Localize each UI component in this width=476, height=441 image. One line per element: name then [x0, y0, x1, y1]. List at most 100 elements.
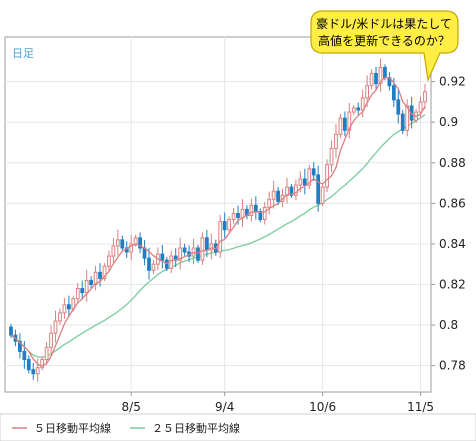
candle-down: [204, 237, 209, 251]
candle-up: [133, 237, 138, 245]
legend-label-ma5: ５日移動平均線: [34, 421, 111, 435]
candle-down: [302, 178, 307, 186]
candle-up: [240, 208, 245, 219]
candle-up: [338, 117, 343, 135]
x-tick-label: 11/5: [407, 400, 434, 414]
candle-down: [22, 350, 27, 361]
gridlines: [5, 37, 431, 392]
candle-up: [115, 239, 120, 247]
candle-up: [169, 255, 174, 269]
y-tick-label: 0.84: [439, 237, 466, 251]
x-tick-label: 8/5: [122, 400, 141, 414]
callout-balloon: 豪ドル/米ドルは果たして 高値を更新できるのか？: [310, 10, 459, 83]
candle-up: [209, 243, 214, 251]
candle-up: [49, 332, 53, 348]
candle-up: [227, 219, 232, 231]
candle-down: [316, 174, 321, 204]
legend-label-ma25: ２５日移動平均線: [152, 421, 240, 435]
candle-up: [62, 304, 67, 314]
candle-down: [196, 247, 200, 261]
candle-down: [18, 340, 22, 352]
candle-down: [160, 253, 165, 261]
y-tick-label: 0.92: [439, 75, 466, 89]
callout-line-1: 豪ドル/米ドルは果たして: [316, 16, 452, 31]
candle-up: [423, 91, 427, 103]
y-tick-label: 0.9: [439, 115, 458, 129]
candle-up: [40, 359, 45, 369]
candle-down: [98, 271, 102, 279]
callout-shape: [310, 10, 459, 83]
candle-down: [311, 168, 316, 176]
candle-down: [120, 239, 125, 249]
candle-down: [289, 186, 294, 196]
y-tick-label: 0.8: [439, 318, 458, 332]
candle-down: [31, 369, 36, 375]
candle-up: [298, 178, 303, 186]
callout-line-2: 高値を更新できるのか？: [318, 33, 450, 48]
candle-up: [405, 105, 410, 131]
x-tick-label: 9/4: [215, 400, 234, 414]
plot-area: [4, 36, 432, 393]
candle-up: [111, 245, 116, 257]
candle-up: [329, 148, 334, 166]
ma5-series: [10, 76, 426, 367]
candle-up: [35, 367, 40, 375]
candle-up: [129, 243, 134, 253]
y-tick-label: 0.86: [439, 196, 466, 210]
candle-up: [231, 212, 236, 221]
candle-up: [271, 190, 276, 200]
x-axis-ticks: 8/5 9/4 10/6 11/5: [122, 392, 434, 414]
candle-down: [276, 190, 280, 202]
candle-up: [102, 265, 107, 279]
candle-up: [218, 221, 223, 253]
candle-down: [26, 359, 31, 371]
candle-up: [418, 101, 423, 113]
candle-down: [164, 259, 169, 269]
candle-up: [191, 247, 196, 257]
legend-box: [0, 413, 476, 441]
ma25-series: [10, 114, 426, 358]
ma25-line: [10, 114, 426, 358]
candle-up: [351, 107, 356, 113]
candle-down: [253, 204, 258, 212]
candle-down: [222, 221, 227, 231]
candle-down: [396, 99, 401, 115]
candle-down: [383, 66, 387, 79]
period-label: 日足: [12, 47, 34, 60]
y-tick-label: 0.82: [439, 277, 466, 291]
candle-down: [391, 85, 396, 101]
candle-up: [378, 66, 383, 85]
candle-up: [369, 73, 374, 87]
candle-up: [294, 184, 298, 196]
y-axis-ticks: 0.78 0.8 0.82 0.84 0.86 0.88 0.9 0.92: [431, 75, 466, 373]
candle-up: [325, 164, 329, 188]
candle-down: [342, 117, 347, 131]
x-tick-label: 10/6: [309, 400, 336, 414]
ma5-line: [10, 76, 426, 367]
candle-down: [374, 73, 378, 85]
candle-up: [200, 237, 205, 261]
candle-up: [334, 133, 338, 150]
candle-up: [307, 168, 312, 186]
candle-up: [320, 186, 325, 204]
candle-up: [262, 206, 267, 221]
candle-down: [400, 113, 405, 131]
candle-up: [365, 85, 370, 99]
candle-up: [267, 198, 272, 208]
candle-up: [178, 247, 183, 261]
candle-up: [75, 288, 80, 300]
candle-up: [44, 346, 49, 361]
candle-up: [107, 255, 111, 267]
candle-down: [138, 237, 142, 249]
candle-down: [147, 257, 151, 271]
candle-down: [236, 212, 240, 219]
candle-down: [258, 210, 263, 221]
candle-up: [58, 312, 62, 322]
candle-up: [53, 320, 58, 334]
y-tick-label: 0.88: [439, 156, 466, 170]
candle-up: [84, 279, 89, 294]
candle-down: [182, 247, 187, 253]
candle-down: [80, 288, 85, 294]
candle-down: [356, 107, 361, 111]
